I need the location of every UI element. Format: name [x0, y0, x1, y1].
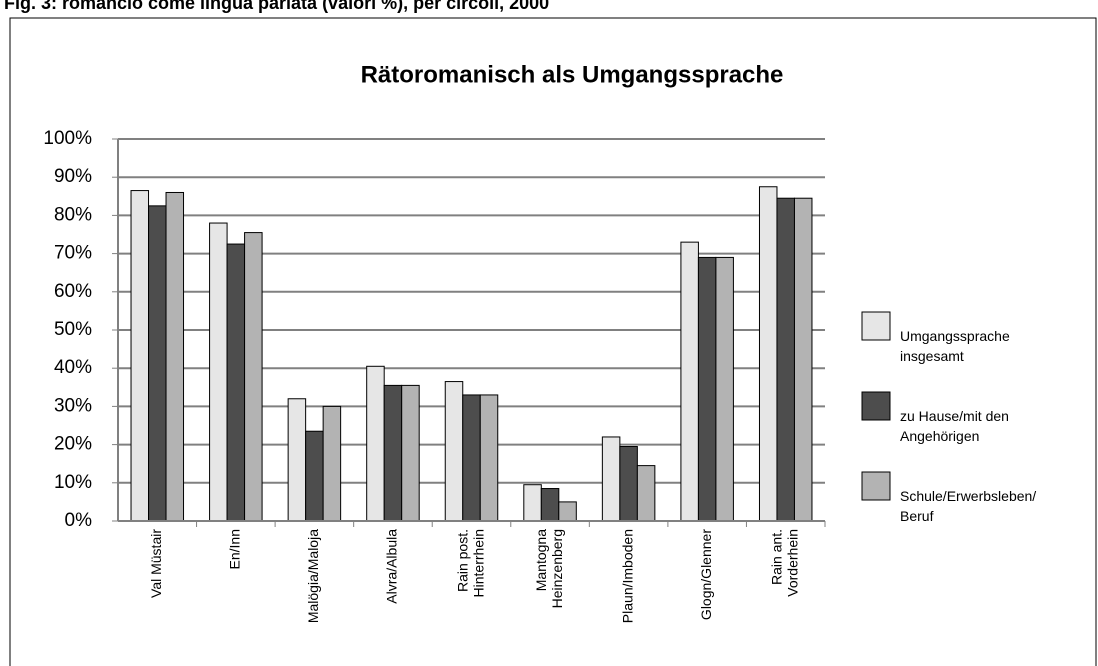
x-tick-label: Plaun/Imboden — [619, 529, 635, 623]
y-tick-label: 70% — [54, 243, 92, 264]
bar — [209, 222, 228, 522]
y-tick-label: 30% — [54, 395, 92, 416]
y-tick-label: 0% — [65, 510, 93, 531]
frame — [9, 17, 1097, 666]
x-tick-label: En/Inn — [227, 529, 243, 569]
x-tick-label: MantognaHeinzenberg — [533, 529, 565, 609]
bar — [523, 484, 542, 522]
y-tick-label: 80% — [54, 204, 92, 225]
bar — [479, 394, 499, 522]
x-tick-label: Rain ant.Vorderhein — [768, 529, 800, 597]
x-tick-label: Alvra/Albula — [384, 529, 400, 604]
bar — [322, 405, 342, 522]
y-tick-label: 90% — [54, 166, 92, 187]
bar — [148, 205, 167, 522]
bar — [244, 232, 263, 522]
bar — [636, 465, 656, 522]
y-tick-label: 10% — [54, 472, 92, 493]
bar — [165, 191, 185, 522]
y-tick-label: 50% — [54, 319, 92, 340]
legend-label: zu Hause/mit den Angehörigen — [900, 408, 1009, 444]
legend-label: Umgangssprache insgesamt — [900, 328, 1010, 364]
bar — [226, 243, 246, 522]
bar — [776, 197, 795, 522]
y-tick-label: 100% — [43, 128, 92, 149]
bar — [462, 394, 481, 522]
bar — [130, 190, 150, 522]
legend-label: Schule/Erwerbsleben/Beruf — [900, 488, 1036, 524]
bar — [444, 381, 464, 522]
bar — [558, 501, 577, 522]
legend-swatch — [861, 471, 891, 501]
y-tick-label: 60% — [54, 281, 92, 302]
x-tick-label: Rain post.Hinterrhein — [454, 529, 486, 597]
legend-swatch — [861, 391, 891, 421]
bar — [758, 186, 778, 522]
y-tick-label: 40% — [54, 357, 92, 378]
bar — [715, 256, 734, 522]
x-tick-label: Val Müstair — [148, 529, 164, 598]
y-tick-label: 20% — [54, 434, 92, 455]
bar — [619, 446, 638, 522]
bar — [697, 256, 717, 522]
x-tick-label: Malögia/Maloja — [305, 529, 321, 623]
bar — [383, 384, 403, 522]
chart-title: Rätoromanisch als Umgangssprache — [361, 61, 784, 88]
bar — [793, 197, 813, 522]
bar — [540, 488, 560, 522]
bar — [601, 436, 621, 522]
legend-swatch — [861, 311, 891, 341]
bar — [366, 365, 385, 522]
bar — [287, 398, 307, 522]
x-tick-label: Glogn/Glenner — [698, 529, 714, 620]
caption: Fig. 3: romancio come lingua parlata (va… — [4, 0, 549, 13]
bar — [401, 384, 420, 522]
bar — [680, 241, 699, 522]
bar — [305, 430, 324, 522]
